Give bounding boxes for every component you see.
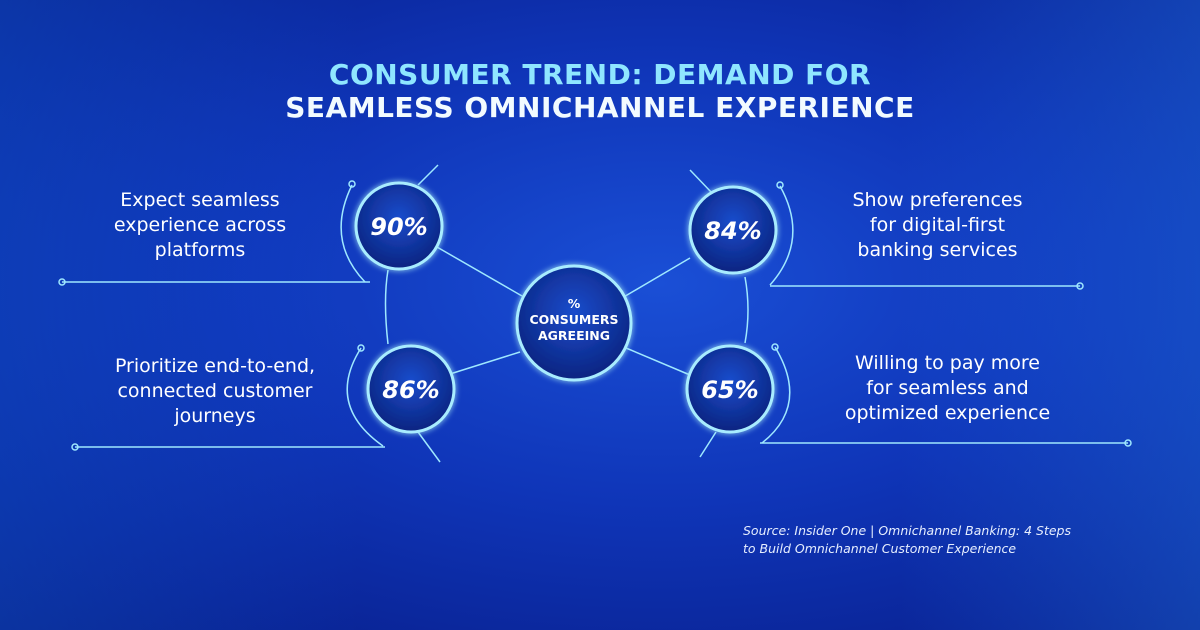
- connector-86: [449, 351, 521, 375]
- arc-90: [340, 184, 366, 283]
- source-line: Source: Insider One | Omnichannel Bankin…: [743, 523, 1071, 538]
- center-label-line: CONSUMERS: [529, 312, 619, 327]
- label-line: platforms: [154, 239, 246, 261]
- connector-90: [429, 242, 523, 297]
- page-title: CONSUMER TREND: DEMAND FOR SEAMLESS OMNI…: [0, 58, 1200, 124]
- label-line: for seamless and: [866, 377, 1029, 399]
- arc-86: [346, 347, 384, 447]
- stat-value-86: 86%: [382, 376, 439, 404]
- label-line: for digital-first: [869, 214, 1006, 236]
- label-line: banking services: [857, 239, 1018, 261]
- link-right: [744, 276, 749, 344]
- connector-84: [621, 257, 691, 299]
- label-line: Show preferences: [852, 189, 1023, 211]
- connector-65: [625, 347, 691, 376]
- stat-label-90: Expect seamless experience across platfo…: [60, 188, 340, 263]
- label-line: connected customer: [117, 380, 313, 402]
- connector-lines: [58, 164, 1132, 463]
- label-line: optimized experience: [844, 402, 1051, 424]
- stat-value-65: 65%: [701, 376, 758, 404]
- stat-label-65: Willing to pay more for seamless and opt…: [810, 351, 1085, 426]
- title-line-2: SEAMLESS OMNICHANNEL EXPERIENCE: [285, 91, 915, 124]
- label-line: Prioritize end-to-end,: [114, 355, 316, 377]
- source-note: Source: Insider One | Omnichannel Bankin…: [743, 522, 1071, 558]
- stat-circle-86: [366, 344, 456, 434]
- center-label-line: AGREEING: [537, 328, 610, 343]
- center-label-line: %: [567, 296, 581, 311]
- arc-65: [761, 346, 791, 444]
- stat-circle-84: [688, 185, 778, 275]
- source-line: to Build Omnichannel Customer Experience: [743, 541, 1017, 556]
- link-left: [384, 269, 389, 345]
- stat-value-90: 90%: [370, 213, 427, 241]
- arc-84: [769, 185, 794, 286]
- label-line: experience across: [113, 214, 287, 236]
- label-line: Willing to pay more: [855, 352, 1040, 374]
- stat-value-84: 84%: [704, 217, 761, 245]
- label-line: journeys: [174, 405, 256, 427]
- label-line: Expect seamless: [120, 189, 280, 211]
- stat-label-86: Prioritize end-to-end, connected custome…: [80, 354, 350, 429]
- stat-circle-90: [354, 181, 444, 271]
- center-label: % CONSUMERS AGREEING: [517, 296, 631, 344]
- title-line-1: CONSUMER TREND: DEMAND FOR: [328, 58, 872, 91]
- stat-circle-65: [685, 344, 775, 434]
- stat-label-84: Show preferences for digital-first banki…: [800, 188, 1075, 263]
- center-circle: [515, 264, 633, 382]
